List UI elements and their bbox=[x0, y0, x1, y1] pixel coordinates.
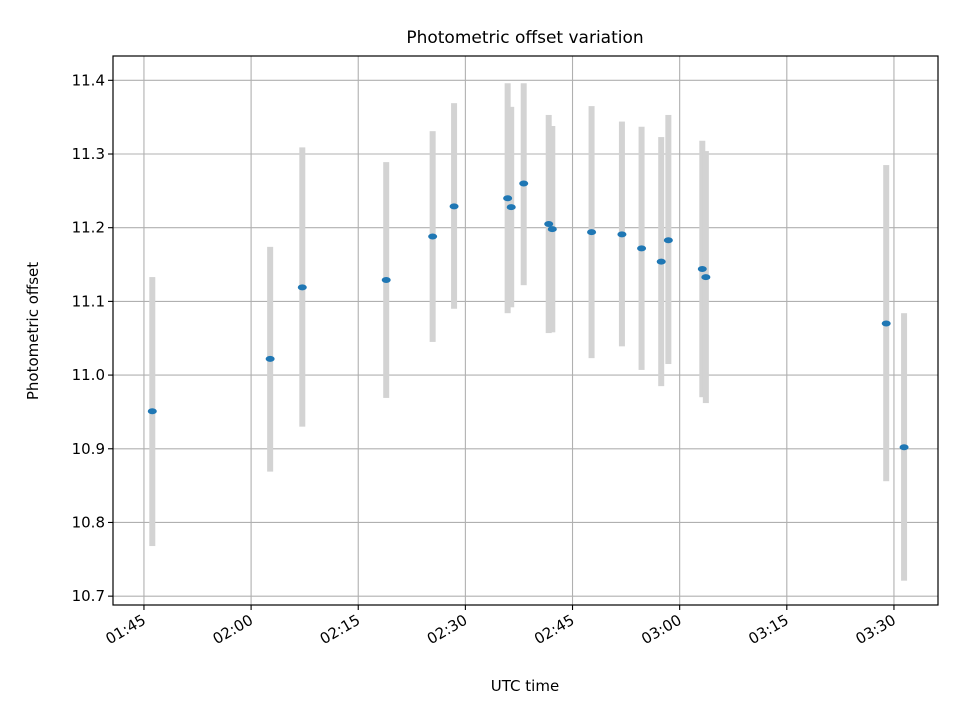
y-axis: 10.7 10.8 10.9 11.0 11.1 11.2 11.3 11.4 bbox=[72, 71, 113, 605]
data-point bbox=[899, 444, 909, 451]
data-point bbox=[663, 237, 673, 244]
data-point bbox=[617, 231, 627, 238]
data-point bbox=[587, 229, 597, 236]
data-point bbox=[449, 203, 459, 210]
y-tick-label: 11.3 bbox=[72, 145, 105, 163]
data-point bbox=[697, 265, 707, 272]
data-point bbox=[503, 195, 513, 202]
data-point bbox=[147, 408, 157, 415]
data-point bbox=[701, 274, 711, 281]
y-tick-label: 11.0 bbox=[72, 366, 105, 384]
y-tick-label: 10.8 bbox=[72, 513, 105, 531]
y-axis-label: Photometric offset bbox=[24, 262, 42, 400]
data-points bbox=[147, 180, 909, 451]
data-point bbox=[881, 320, 891, 327]
data-point bbox=[428, 233, 438, 240]
data-point bbox=[297, 284, 307, 291]
data-point bbox=[637, 245, 647, 252]
y-tick-label: 11.1 bbox=[72, 292, 105, 310]
data-point bbox=[656, 258, 666, 265]
y-tick-label: 10.7 bbox=[72, 587, 105, 605]
plot-area bbox=[112, 55, 939, 606]
data-point bbox=[547, 226, 557, 233]
axes-frame bbox=[112, 55, 939, 606]
data-point bbox=[381, 277, 391, 284]
chart-title: Photometric offset variation bbox=[406, 28, 643, 48]
y-tick-label: 11.4 bbox=[72, 71, 105, 89]
data-point bbox=[265, 355, 275, 362]
data-point bbox=[519, 180, 529, 187]
data-point bbox=[506, 204, 516, 211]
y-tick-label: 11.2 bbox=[72, 219, 105, 237]
x-axis-label: UTC time bbox=[491, 677, 559, 695]
data-point bbox=[544, 221, 554, 228]
y-tick-label: 10.9 bbox=[72, 440, 105, 458]
